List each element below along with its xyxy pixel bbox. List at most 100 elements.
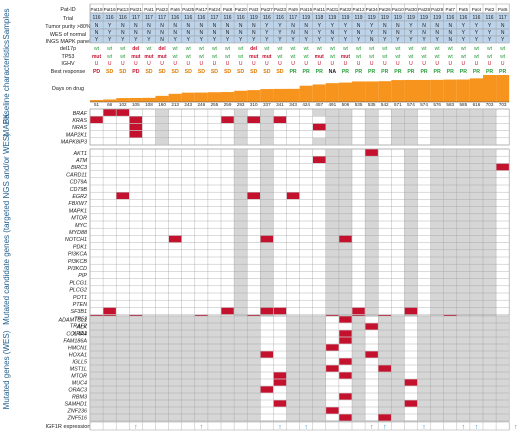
header-cell: 117 — [158, 15, 166, 21]
header-cell: N — [239, 30, 243, 36]
days-bar — [352, 81, 366, 102]
baseline-cell: U — [357, 61, 361, 67]
days-bar — [338, 82, 352, 102]
baseline-cell: wt — [461, 46, 467, 52]
gene-label: SF3B1 — [71, 309, 87, 315]
header-cell: N — [186, 30, 190, 36]
days-bar — [299, 85, 313, 102]
gene-label: MYD88 — [69, 230, 87, 236]
header-cell: Y — [409, 37, 413, 43]
not-covered-cell — [234, 137, 248, 145]
header-cell: Y — [121, 37, 125, 43]
days-bar — [247, 90, 261, 102]
baseline-cell: mut — [157, 54, 167, 60]
baseline-cell: del — [132, 46, 140, 52]
days-bar — [194, 92, 208, 102]
header-cell: Y — [108, 37, 112, 43]
gene-label: ATM — [75, 158, 87, 164]
baseline-cell: U — [95, 61, 99, 67]
mutation-cell — [365, 149, 378, 156]
baseline-cell: U — [331, 61, 335, 67]
baseline-cell: U — [252, 61, 256, 67]
header-cell: N — [435, 30, 439, 36]
header-cell: 117 — [210, 15, 218, 21]
gene-label: ORAC3 — [68, 388, 87, 394]
section-wes: Mutated genes (WES) — [2, 330, 11, 409]
baseline-cell: wt — [304, 54, 310, 60]
not-covered-cell — [391, 123, 405, 131]
not-covered-cell — [365, 109, 379, 117]
mutation-cell — [260, 235, 274, 243]
mutation-cell — [247, 116, 260, 124]
days-bar — [103, 99, 117, 102]
header-cell: N — [383, 30, 387, 36]
days-bar — [142, 97, 156, 102]
baseline-cell: wt — [356, 46, 362, 52]
header-cell: N — [121, 30, 125, 36]
up-arrow-icon: ↑ — [304, 424, 308, 431]
best-response-cell: PR — [447, 69, 454, 75]
not-covered-cell — [155, 137, 169, 145]
header-cell: Y — [278, 23, 282, 29]
gene-label: CD79B — [70, 187, 88, 193]
mutation-cell — [260, 307, 274, 315]
best-response-cell: SD — [237, 69, 244, 75]
header-cell: Y — [265, 23, 269, 29]
baseline-cell: wt — [199, 46, 205, 52]
header-cell: 117 — [289, 15, 297, 21]
best-response-cell: SD — [211, 69, 218, 75]
baseline-cell: U — [462, 61, 466, 67]
header-cell: N — [331, 30, 335, 36]
not-covered-column — [430, 316, 444, 421]
days-value: 310 — [250, 102, 258, 107]
baseline-cell: wt — [369, 46, 375, 52]
best-response-cell: SD — [106, 69, 113, 75]
not-covered-cell — [469, 116, 483, 124]
best-response-cell: PR — [355, 69, 362, 75]
gene-label: EGR2 — [72, 194, 87, 200]
not-covered-cell — [260, 130, 274, 138]
baseline-cell: U — [147, 61, 151, 67]
days-bar — [286, 88, 300, 102]
header-row-labels: Pat-ID Trial Tumor purity >80% WES of no… — [45, 7, 91, 92]
label-igf1r: IGF1R expression — [45, 424, 90, 430]
patient-id: Pat2 — [485, 7, 495, 12]
not-covered-cell — [483, 137, 497, 145]
not-covered-cell — [234, 116, 248, 124]
section-labels: Samples Baseline characteristics MAPK Mu… — [2, 8, 11, 409]
baseline-cell: U — [186, 61, 190, 67]
wes-grid: ADAMTSL1ALKCOL4A4FAM186AHMCN1HOXA1IGLL5M… — [58, 315, 510, 422]
days-bar — [155, 95, 169, 102]
up-arrow-icon: ↑ — [475, 424, 479, 431]
days-value: 491 — [329, 102, 337, 107]
baseline-cell: U — [160, 61, 164, 67]
days-value: 51 — [94, 102, 100, 107]
header-cell: 116 — [93, 15, 101, 21]
mutation-cell — [129, 116, 143, 124]
header-cell: N — [422, 30, 426, 36]
mutation-cell — [339, 393, 352, 400]
not-covered-column — [483, 316, 497, 421]
baseline-cell: wt — [422, 46, 428, 52]
baseline-cell: wt — [448, 46, 454, 52]
baseline-cell: wt — [212, 54, 218, 60]
not-covered-cell — [234, 123, 248, 131]
header-cell: 116 — [197, 15, 205, 21]
best-response-cell: PR — [342, 69, 349, 75]
mutation-cell — [247, 192, 260, 200]
days-value: 457 — [315, 102, 323, 107]
header-cell: Y — [200, 37, 204, 43]
baseline-cell: wt — [500, 54, 506, 60]
header-cell: Y — [173, 37, 177, 43]
gene-label: PTEN — [73, 302, 87, 308]
baseline-cell: wt — [474, 46, 480, 52]
baseline-cell: wt — [277, 46, 283, 52]
not-covered-cell — [338, 109, 352, 117]
section-baseline: Baseline characteristics — [2, 40, 11, 124]
label-purity: Tumor purity >80% — [45, 24, 91, 30]
header-cell: 119 — [381, 15, 389, 21]
header-cell: N — [252, 23, 256, 29]
patient-id: Pat22 — [156, 7, 168, 12]
header-cell: Y — [488, 30, 492, 36]
header-cell: Y — [318, 30, 322, 36]
